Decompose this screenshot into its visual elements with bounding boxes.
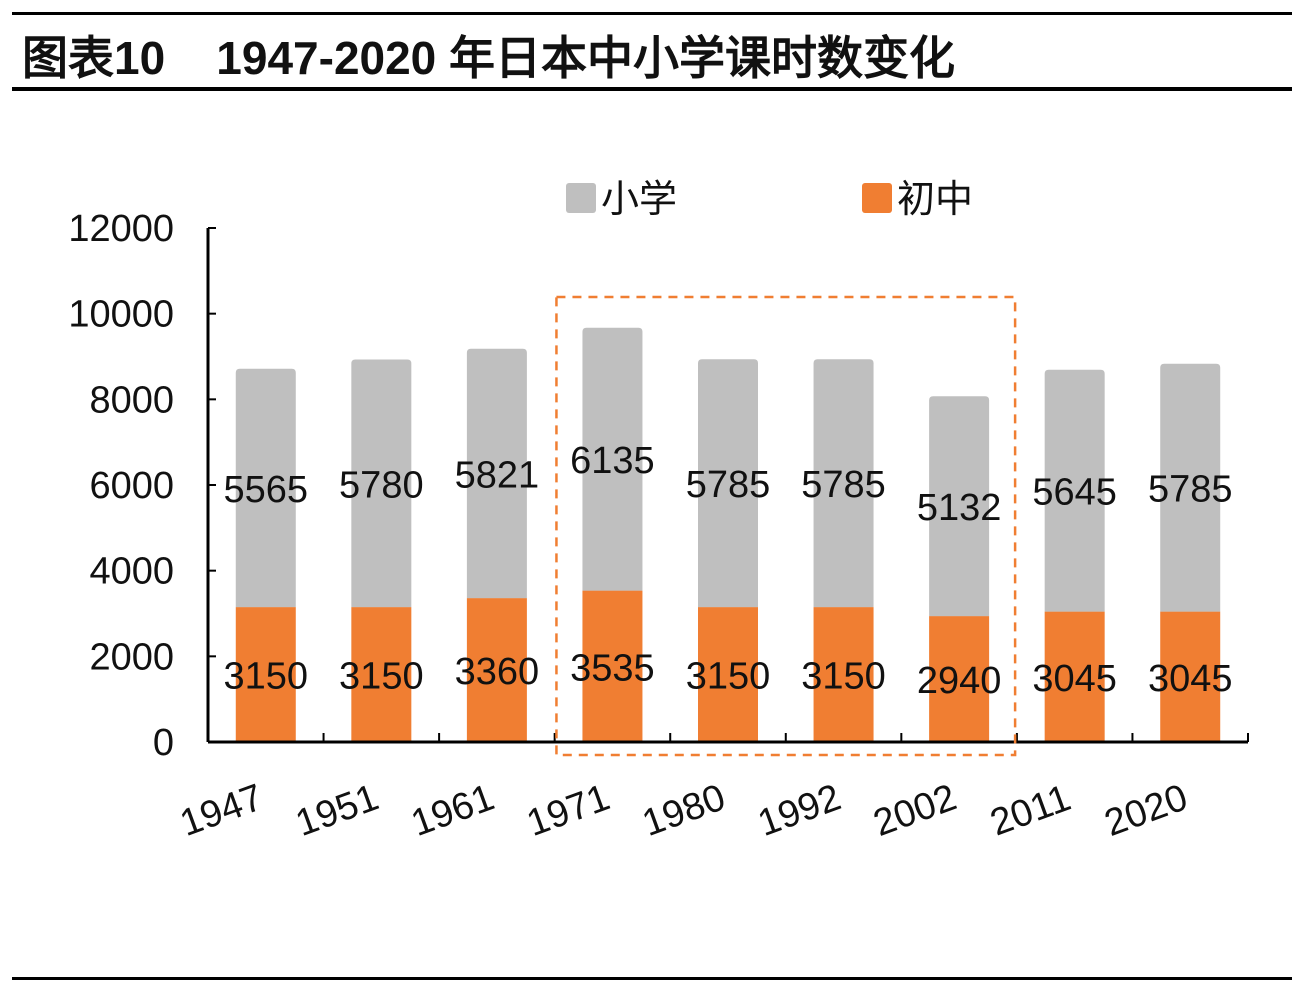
- bar-初中-1992: [813, 607, 874, 742]
- y-tick-label: 0: [153, 722, 174, 764]
- x-tick-label: 1961: [406, 777, 500, 845]
- bar-小学-1992: [813, 359, 874, 608]
- x-tick-label: 2002: [868, 777, 962, 845]
- bar-小学-1971: [582, 327, 643, 591]
- x-tick-label: 1980: [637, 777, 731, 845]
- bottom-rule: [12, 977, 1292, 980]
- data-label: 3150: [801, 656, 886, 698]
- data-label: 5132: [917, 487, 1002, 529]
- bar-小学-1961: [466, 348, 527, 599]
- data-label: 3535: [570, 647, 655, 689]
- figure-title: 图表10 1947-2020 年日本中小学课时数变化: [22, 32, 956, 84]
- data-label: 5785: [1148, 469, 1233, 511]
- y-tick-label: 4000: [89, 551, 174, 593]
- y-tick-label: 12000: [68, 208, 174, 250]
- data-label: 5785: [686, 464, 771, 506]
- bar-初中-1961: [466, 598, 527, 742]
- data-label: 5780: [339, 464, 424, 506]
- bar-初中-2002: [929, 616, 990, 742]
- y-tick-label: 2000: [89, 636, 174, 678]
- bar-小学-2011: [1044, 369, 1105, 612]
- bar-小学-1951: [351, 359, 412, 608]
- bar-初中-2011: [1044, 611, 1105, 742]
- x-tick-label: 1992: [753, 777, 847, 845]
- data-label: 5785: [801, 464, 886, 506]
- data-label: 5821: [455, 454, 540, 496]
- data-label: 6135: [570, 440, 655, 482]
- bar-小学-1980: [698, 359, 758, 608]
- legend-swatch-初中: [862, 183, 892, 213]
- legend-label: 初中: [897, 179, 973, 221]
- data-label: 5565: [224, 469, 309, 511]
- title-rule: [12, 87, 1292, 91]
- data-label: 3045: [1148, 658, 1233, 700]
- data-label: 2940: [917, 660, 1002, 702]
- bar-小学-2002: [929, 396, 990, 617]
- bar-初中-1971: [582, 590, 643, 742]
- data-label: 3150: [224, 656, 309, 698]
- data-label: 3150: [686, 656, 771, 698]
- data-label: 3045: [1032, 658, 1117, 700]
- legend-label: 小学: [601, 179, 677, 221]
- x-tick-label: 1971: [521, 777, 615, 845]
- bar-初中-2020: [1160, 611, 1221, 742]
- bar-初中-1980: [698, 607, 758, 742]
- x-tick-label: 1947: [175, 777, 269, 845]
- y-tick-label: 6000: [89, 465, 174, 507]
- data-label: 3150: [339, 656, 424, 698]
- data-label: 3360: [455, 651, 540, 693]
- bar-初中-1951: [351, 607, 412, 742]
- x-tick-label: 2011: [985, 777, 1076, 844]
- y-tick-label: 8000: [89, 379, 174, 421]
- bar-小学-2020: [1160, 363, 1221, 612]
- top-rule: [12, 12, 1292, 15]
- data-label: 5645: [1032, 472, 1117, 514]
- highlight-box: [555, 295, 1017, 757]
- x-tick-label: 2020: [1099, 777, 1193, 845]
- bar-小学-1947: [235, 368, 296, 608]
- legend-swatch-小学: [566, 183, 596, 213]
- x-tick-label: 1951: [290, 777, 384, 845]
- y-tick-label: 10000: [68, 294, 174, 336]
- bar-初中-1947: [235, 607, 296, 742]
